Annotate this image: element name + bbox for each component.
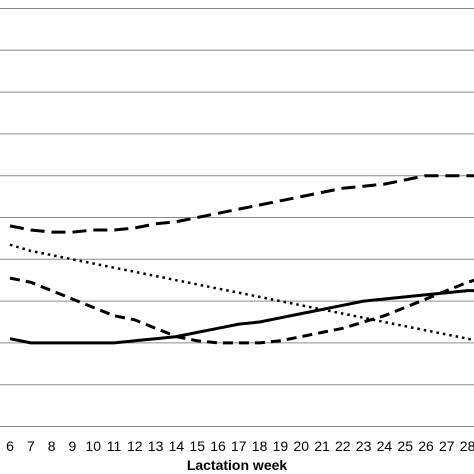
- series-lines: [9, 174, 474, 345]
- x-tick-label: 27: [439, 438, 455, 454]
- x-tick-label: 15: [189, 438, 205, 454]
- x-tick-labels: 6 7 8 9 10 11 12 13 14 15 16 17 18 19 20 21 22 23 24 25 26 27…: [6, 438, 474, 454]
- x-tick-label: 20: [293, 438, 309, 454]
- x-tick-label: 6: [6, 438, 14, 454]
- gridlines: [0, 8, 474, 427]
- x-tick-label: 18: [252, 438, 268, 454]
- x-tick-label: 19: [273, 438, 289, 454]
- x-tick-label: 14: [169, 438, 185, 454]
- series-line-dashed-long-0: [9, 174, 474, 234]
- x-tick-label: 16: [210, 438, 226, 454]
- x-tick-label: 25: [397, 438, 413, 454]
- x-tick-label: 12: [127, 438, 143, 454]
- x-tick-label: 13: [148, 438, 164, 454]
- x-axis-title: Lactation week: [187, 457, 288, 473]
- x-tick-label: 22: [335, 438, 351, 454]
- x-tick-label: 28: [460, 438, 474, 454]
- x-tick-label: 23: [356, 438, 372, 454]
- x-tick-label: 26: [418, 438, 434, 454]
- x-tick-label: 17: [231, 438, 247, 454]
- x-tick-label: 9: [69, 438, 77, 454]
- x-tick-label: 8: [48, 438, 56, 454]
- series-line-dashed-2: [9, 276, 474, 345]
- x-tick-label: 10: [85, 438, 101, 454]
- series-line-solid-3: [9, 289, 474, 345]
- x-tick-label: 21: [314, 438, 330, 454]
- x-tick-label: 24: [377, 438, 393, 454]
- x-tick-label: 11: [107, 438, 122, 454]
- x-tick-label: 7: [27, 438, 35, 454]
